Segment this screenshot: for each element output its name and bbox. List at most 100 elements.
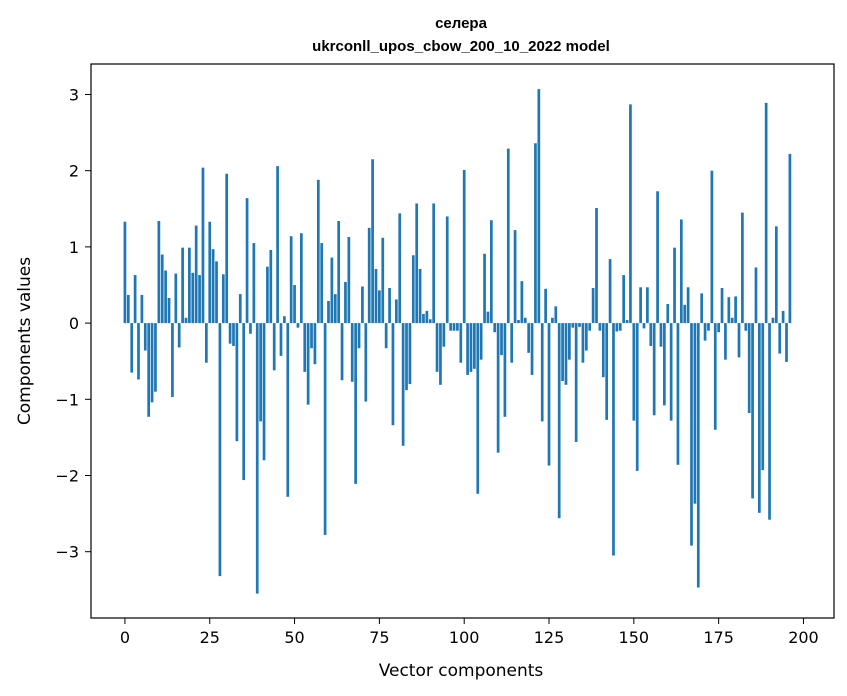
x-tick-label: 175 bbox=[703, 628, 734, 647]
bar bbox=[228, 323, 232, 344]
bar bbox=[503, 323, 507, 417]
bar bbox=[252, 243, 256, 324]
bar bbox=[781, 310, 785, 324]
bar bbox=[381, 237, 385, 324]
bar bbox=[137, 323, 140, 380]
bar bbox=[323, 323, 327, 535]
bar bbox=[568, 323, 571, 360]
bar bbox=[340, 323, 344, 381]
bar bbox=[720, 288, 724, 324]
bar bbox=[523, 317, 527, 324]
bar bbox=[133, 275, 137, 324]
bar bbox=[198, 275, 201, 324]
y-tick-label: 2 bbox=[69, 162, 79, 181]
bar bbox=[483, 253, 486, 324]
bar bbox=[456, 323, 459, 331]
bar bbox=[788, 153, 792, 324]
bar bbox=[517, 320, 520, 324]
bar bbox=[489, 220, 493, 324]
x-tick-label: 125 bbox=[534, 628, 565, 647]
bar bbox=[571, 323, 575, 328]
bar bbox=[758, 323, 761, 513]
bar bbox=[473, 323, 476, 369]
bar bbox=[262, 323, 266, 461]
y-tick-label: −1 bbox=[55, 390, 79, 409]
bar bbox=[388, 288, 391, 324]
x-tick-label: 25 bbox=[200, 628, 220, 647]
y-tick-label: 0 bbox=[69, 314, 79, 333]
bar bbox=[432, 203, 436, 324]
bar bbox=[707, 323, 710, 331]
bar bbox=[126, 294, 130, 324]
bar bbox=[554, 306, 558, 324]
bar bbox=[310, 323, 313, 349]
chart-title-line-1: селера bbox=[435, 15, 488, 32]
bar bbox=[547, 323, 551, 466]
bar bbox=[344, 281, 347, 324]
bar bbox=[374, 268, 378, 324]
bar bbox=[418, 268, 422, 324]
bar bbox=[534, 143, 537, 324]
bar bbox=[696, 323, 700, 588]
bar bbox=[646, 287, 649, 324]
bar bbox=[276, 166, 279, 324]
x-tick-label: 200 bbox=[788, 628, 819, 647]
bar bbox=[683, 304, 687, 324]
bar bbox=[286, 323, 290, 497]
bar bbox=[462, 169, 466, 324]
bar bbox=[476, 323, 480, 494]
bar bbox=[747, 323, 751, 414]
bar bbox=[774, 226, 778, 324]
bar bbox=[544, 288, 547, 324]
bar bbox=[435, 323, 439, 372]
bar bbox=[316, 179, 320, 324]
bar bbox=[724, 323, 727, 360]
bar bbox=[591, 288, 595, 324]
bar bbox=[266, 266, 269, 324]
bar bbox=[693, 323, 697, 504]
bar bbox=[727, 297, 731, 324]
bar bbox=[150, 323, 154, 403]
bar bbox=[235, 323, 239, 442]
bar bbox=[754, 267, 758, 324]
bar bbox=[700, 293, 704, 324]
bar bbox=[245, 198, 249, 324]
bar bbox=[279, 323, 283, 356]
y-axis-label: Components values bbox=[15, 257, 35, 425]
x-axis-ticks: 0 25 50 75 100 125 150 175 200 bbox=[120, 618, 819, 647]
bar bbox=[557, 323, 561, 519]
bar bbox=[147, 323, 151, 417]
y-tick-label: −3 bbox=[55, 543, 79, 562]
bar bbox=[666, 304, 670, 324]
bar bbox=[357, 323, 361, 349]
y-tick-label: 1 bbox=[69, 238, 79, 257]
bar bbox=[221, 274, 225, 324]
bar bbox=[778, 323, 782, 354]
bar bbox=[171, 323, 174, 398]
bar bbox=[500, 323, 503, 356]
bar bbox=[428, 319, 432, 324]
x-tick-label: 100 bbox=[449, 628, 480, 647]
bar bbox=[730, 317, 734, 324]
bar bbox=[391, 323, 395, 426]
bar bbox=[313, 323, 317, 365]
bar bbox=[415, 203, 419, 324]
bar bbox=[493, 323, 497, 333]
bar bbox=[530, 323, 534, 375]
bar bbox=[408, 323, 412, 385]
bar bbox=[394, 299, 398, 324]
bar bbox=[401, 323, 405, 446]
bar bbox=[635, 323, 639, 471]
y-axis-ticks: −3 −2 −1 0 1 2 3 bbox=[55, 85, 91, 562]
bar bbox=[551, 317, 554, 324]
x-tick-label: 150 bbox=[619, 628, 650, 647]
bar bbox=[181, 247, 184, 324]
bar bbox=[479, 323, 483, 360]
bar bbox=[405, 323, 408, 391]
bar bbox=[449, 323, 452, 331]
bar bbox=[764, 102, 768, 324]
bar bbox=[574, 323, 578, 442]
bar bbox=[289, 236, 293, 324]
x-tick-label: 75 bbox=[369, 628, 389, 647]
bar bbox=[771, 317, 775, 324]
